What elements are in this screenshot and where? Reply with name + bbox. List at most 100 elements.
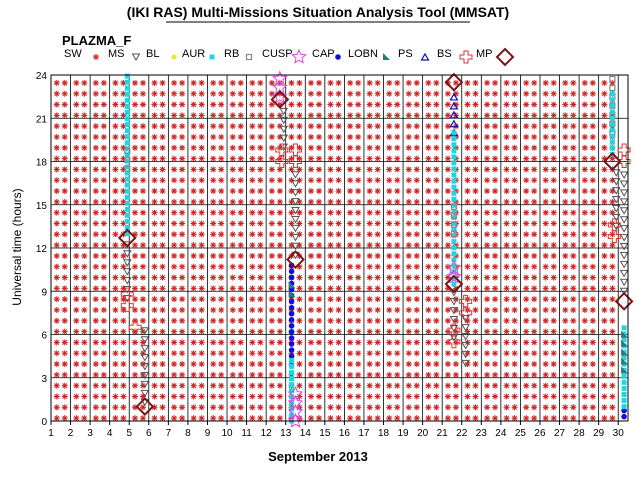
- ms-mark: [190, 90, 197, 97]
- ms-mark: [492, 133, 499, 140]
- ms-mark: [296, 317, 303, 324]
- ms-mark: [73, 112, 80, 119]
- ms-mark: [335, 263, 342, 270]
- ms-mark: [425, 339, 432, 346]
- ms-mark: [523, 123, 530, 130]
- ms-mark: [131, 166, 138, 173]
- ms-mark: [268, 393, 275, 400]
- ms-mark: [268, 252, 275, 259]
- ms-mark: [503, 404, 510, 411]
- ms-mark: [531, 371, 538, 378]
- ms-mark: [131, 242, 138, 249]
- ms-mark: [61, 285, 68, 292]
- ms-mark: [268, 242, 275, 249]
- ms-mark: [531, 350, 538, 357]
- ms-mark: [542, 155, 549, 162]
- ms-mark: [268, 339, 275, 346]
- ms-mark: [73, 198, 80, 205]
- ms-mark: [503, 306, 510, 313]
- ms-mark: [159, 231, 166, 238]
- ms-mark: [335, 252, 342, 259]
- ms-mark: [218, 415, 225, 422]
- ms-mark: [190, 101, 197, 108]
- ms-mark: [531, 112, 538, 119]
- ms-mark: [386, 263, 393, 270]
- ms-mark: [139, 296, 146, 303]
- ms-mark: [327, 339, 334, 346]
- ms-mark: [229, 112, 236, 119]
- ms-mark: [131, 371, 138, 378]
- ms-mark: [570, 404, 577, 411]
- ms-mark: [159, 415, 166, 422]
- ms-mark: [100, 415, 107, 422]
- ms-mark: [511, 350, 518, 357]
- ms-mark: [92, 90, 99, 97]
- ms-mark: [139, 209, 146, 216]
- x-axis-label: September 2013: [268, 449, 368, 464]
- ms-mark: [484, 79, 491, 86]
- ms-mark: [433, 382, 440, 389]
- ms-mark: [366, 252, 373, 259]
- ms-mark: [386, 166, 393, 173]
- mp-crossing-diamond: [444, 72, 464, 92]
- segment-point-rb: [124, 97, 130, 103]
- ms-mark: [237, 101, 244, 108]
- ms-mark: [327, 133, 334, 140]
- ms-mark: [562, 361, 569, 368]
- ms-mark: [444, 198, 451, 205]
- segment-point-lobn: [288, 268, 295, 275]
- segment-point-rb: [609, 127, 615, 133]
- ms-mark: [413, 350, 420, 357]
- legend-symbol-mp: [459, 50, 473, 64]
- ms-mark: [464, 112, 471, 119]
- ms-mark: [472, 371, 479, 378]
- segment-point-mp: [120, 299, 134, 313]
- ms-mark: [347, 220, 354, 227]
- ms-mark: [484, 177, 491, 184]
- ms-mark: [601, 382, 608, 389]
- ms-mark: [139, 404, 146, 411]
- ms-mark: [218, 350, 225, 357]
- ms-mark: [601, 209, 608, 216]
- ms-mark: [386, 252, 393, 259]
- ms-mark: [425, 188, 432, 195]
- ms-mark: [61, 220, 68, 227]
- ms-mark: [92, 317, 99, 324]
- ms-mark: [335, 231, 342, 238]
- ms-mark: [61, 188, 68, 195]
- x-tick-label: 12: [261, 428, 273, 439]
- ms-mark: [562, 404, 569, 411]
- ms-mark: [53, 166, 60, 173]
- ms-mark: [531, 339, 538, 346]
- y-tick-label: 18: [36, 158, 48, 169]
- ms-mark: [316, 339, 323, 346]
- ms-mark: [237, 198, 244, 205]
- ms-mark: [347, 101, 354, 108]
- ms-mark: [484, 242, 491, 249]
- ms-mark: [139, 220, 146, 227]
- ms-mark: [531, 177, 538, 184]
- ms-mark: [308, 177, 315, 184]
- ms-mark: [81, 188, 88, 195]
- segment-point-ps: [621, 366, 629, 374]
- ms-mark: [210, 79, 217, 86]
- ms-mark: [581, 90, 588, 97]
- ms-mark: [511, 361, 518, 368]
- ms-mark: [472, 328, 479, 335]
- ms-mark: [249, 339, 256, 346]
- ms-mark: [308, 144, 315, 151]
- ms-mark: [327, 328, 334, 335]
- ms-mark: [296, 339, 303, 346]
- y-tick-label: 15: [36, 201, 48, 212]
- ms-mark: [120, 393, 127, 400]
- ms-mark: [131, 296, 138, 303]
- ms-mark: [609, 274, 616, 281]
- plot-frame: [50, 74, 629, 422]
- ms-mark: [159, 220, 166, 227]
- ms-mark: [268, 166, 275, 173]
- segment-point-bl: [140, 327, 150, 335]
- ms-mark: [562, 285, 569, 292]
- segment-point-bl: [619, 189, 629, 197]
- segment-point-bl: [619, 278, 629, 287]
- ms-mark: [492, 252, 499, 259]
